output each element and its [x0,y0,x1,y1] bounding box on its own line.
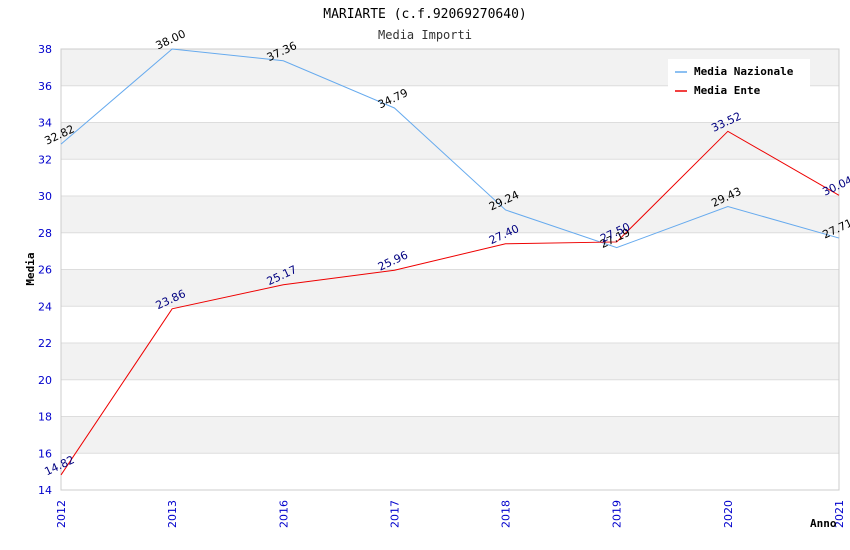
plot-frame [60,48,840,491]
y-tick-label: 30 [38,190,52,203]
plot-background-bands [61,49,839,454]
x-axis-label: Anno [810,517,837,530]
grid-band [61,416,839,454]
x-tick-label: 2013 [166,500,179,528]
y-tick-label: 14 [38,484,52,497]
chart-title: MARIARTE (c.f.92069270640) [323,7,527,22]
x-tick-label: 2021 [833,500,846,528]
grid-band [61,122,839,160]
grid-band [61,269,839,307]
series-line-nazionale [60,48,840,249]
data-label-ente: 30.04 [820,174,850,199]
grid-band [61,343,839,380]
legend: Media Nazionale Media Ente [668,59,810,101]
x-tick-label: 2017 [388,500,401,528]
x-tick-label: 2012 [55,500,68,528]
legend-label-nazionale: Media Nazionale [694,65,794,78]
y-tick-label: 26 [38,264,52,277]
grid-band [61,196,839,233]
legend-label-ente: Media Ente [694,84,761,97]
y-axis-label: Media [24,252,37,285]
y-tick-label: 16 [38,447,52,460]
series-line-ente [60,130,840,476]
y-tick-label: 32 [38,153,52,166]
y-tick-label: 18 [38,411,52,424]
y-tick-label: 34 [38,117,52,130]
y-tick-label: 24 [38,300,52,313]
y-tick-label: 38 [38,43,52,56]
legend-box [668,59,810,101]
y-tick-label: 28 [38,227,52,240]
series-lines [60,48,840,476]
chart-subtitle: Media Importi [378,28,472,42]
y-tick-label: 36 [38,80,52,93]
x-tick-label: 2019 [611,500,624,528]
y-axis-ticks: 14 16 18 20 22 24 26 28 30 32 34 36 38 [38,43,52,497]
y-tick-label: 20 [38,374,52,387]
x-axis-ticks: 2012 2013 2016 2017 2018 2019 2020 2021 [55,500,846,528]
x-tick-label: 2018 [500,500,513,528]
x-tick-label: 2020 [722,500,735,528]
y-tick-label: 22 [38,337,52,350]
x-tick-label: 2016 [277,500,290,528]
